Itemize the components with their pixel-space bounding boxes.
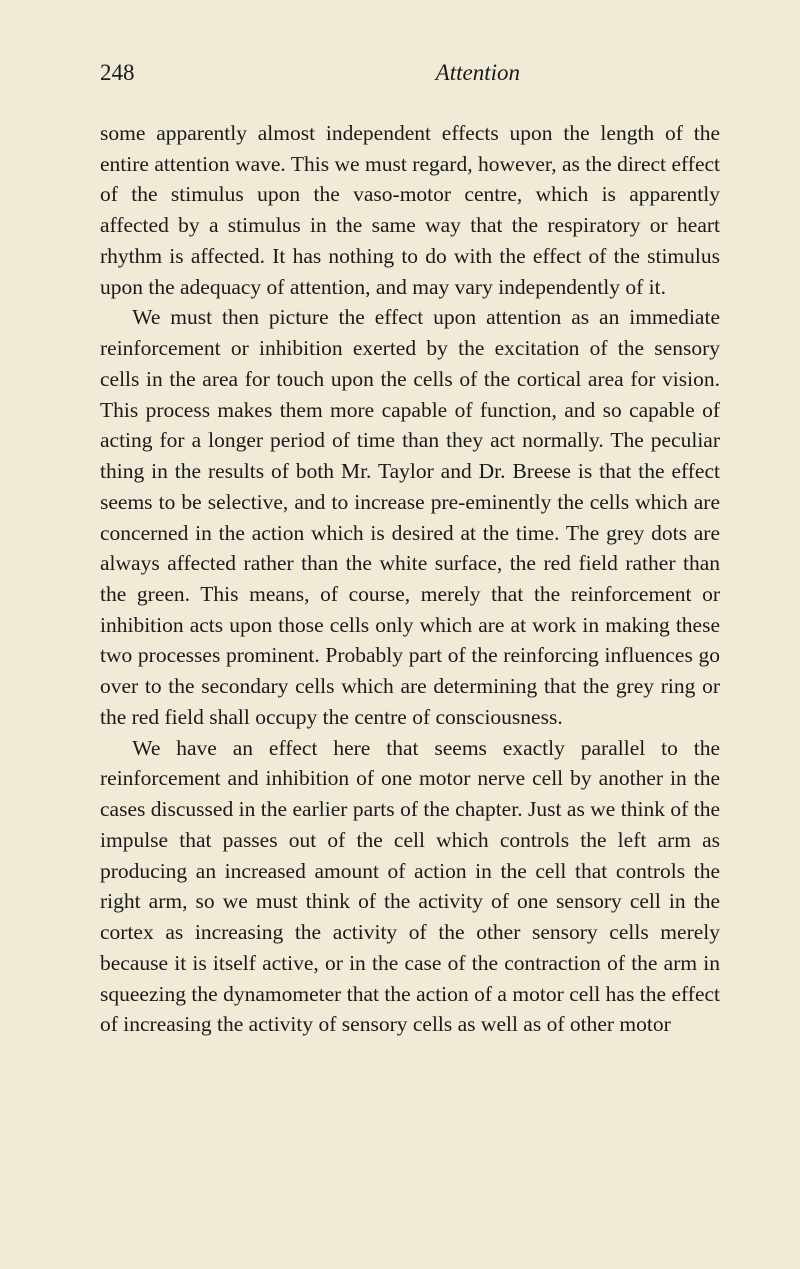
page-header: 248 Attention [100, 60, 720, 86]
page-number: 248 [100, 60, 135, 86]
body-text: some apparently almost independent effec… [100, 118, 720, 1040]
paragraph-2: We must then picture the effect upon att… [100, 302, 720, 732]
paragraph-1: some apparently almost independent effec… [100, 118, 720, 302]
paragraph-3: We have an effect here that seems exactl… [100, 733, 720, 1040]
running-title: Attention [436, 60, 520, 86]
